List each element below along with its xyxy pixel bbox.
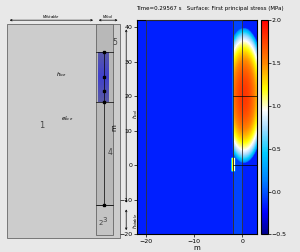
Bar	[98, 79, 109, 81]
Bar	[98, 82, 109, 83]
Bar	[98, 74, 109, 76]
Bar	[98, 57, 109, 58]
X-axis label: m: m	[193, 245, 200, 251]
Bar	[98, 93, 109, 95]
Bar	[98, 94, 109, 96]
Text: $el_{ice}$: $el_{ice}$	[61, 114, 74, 123]
Text: $h_{ice}$: $h_{ice}$	[56, 70, 67, 79]
Bar	[98, 64, 109, 66]
Bar	[98, 62, 109, 63]
Bar	[96, 205, 113, 235]
Bar	[98, 69, 109, 71]
Bar	[98, 53, 109, 54]
Bar	[98, 101, 109, 102]
Bar	[146, 20, 232, 234]
Bar	[96, 24, 113, 205]
Bar	[98, 55, 109, 57]
Text: 2: 2	[98, 220, 103, 226]
Bar	[98, 84, 109, 86]
Text: Time=0.29567 s   Surface: First principal stress (MPa): Time=0.29567 s Surface: First principal …	[136, 6, 284, 11]
Bar	[98, 73, 109, 75]
Bar	[98, 59, 109, 61]
Text: $w_{col}$: $w_{col}$	[102, 13, 114, 21]
Bar	[98, 66, 109, 67]
Bar	[232, 20, 242, 234]
Text: 1: 1	[39, 121, 44, 130]
Bar	[98, 96, 109, 97]
Bar	[98, 98, 109, 100]
Bar	[98, 77, 109, 78]
Bar	[98, 68, 109, 70]
Text: 3: 3	[102, 217, 106, 223]
Bar	[98, 76, 109, 77]
Text: $h_{stable}$: $h_{stable}$	[131, 212, 140, 229]
Bar	[98, 91, 109, 92]
Text: $h_{col}$: $h_{col}$	[131, 108, 140, 119]
Text: $w_{stable}$: $w_{stable}$	[42, 13, 60, 21]
Bar	[98, 100, 109, 101]
Bar	[98, 97, 109, 99]
Bar	[98, 72, 109, 73]
Bar	[7, 24, 120, 238]
Bar	[98, 81, 109, 82]
Y-axis label: m: m	[112, 124, 118, 131]
Bar	[98, 92, 109, 93]
Bar	[98, 54, 109, 56]
Bar	[98, 89, 109, 91]
Bar	[98, 88, 109, 90]
Bar	[98, 86, 109, 87]
Bar	[98, 83, 109, 85]
Text: 5: 5	[113, 38, 118, 47]
Bar	[98, 58, 109, 59]
Bar	[98, 71, 109, 72]
Bar	[98, 67, 109, 68]
Text: 4: 4	[108, 148, 112, 157]
Bar	[98, 60, 109, 62]
Bar	[98, 78, 109, 80]
Bar	[98, 87, 109, 88]
Bar	[98, 52, 109, 53]
Bar	[98, 63, 109, 65]
